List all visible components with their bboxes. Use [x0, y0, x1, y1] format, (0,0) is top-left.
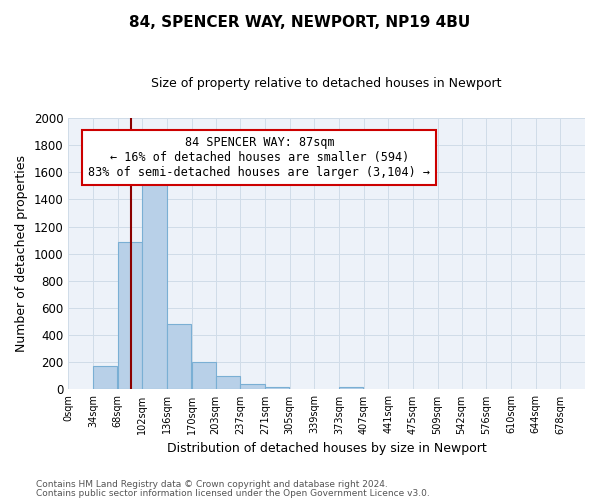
- X-axis label: Distribution of detached houses by size in Newport: Distribution of detached houses by size …: [167, 442, 487, 455]
- Bar: [118, 242, 142, 390]
- Title: Size of property relative to detached houses in Newport: Size of property relative to detached ho…: [151, 78, 502, 90]
- Bar: [142, 168, 167, 390]
- Bar: [339, 388, 364, 390]
- Text: Contains public sector information licensed under the Open Government Licence v3: Contains public sector information licen…: [36, 488, 430, 498]
- Bar: [192, 362, 216, 390]
- Bar: [167, 324, 191, 390]
- Bar: [241, 384, 265, 390]
- Text: Contains HM Land Registry data © Crown copyright and database right 2024.: Contains HM Land Registry data © Crown c…: [36, 480, 388, 489]
- Bar: [216, 376, 240, 390]
- Text: 84 SPENCER WAY: 87sqm
← 16% of detached houses are smaller (594)
83% of semi-det: 84 SPENCER WAY: 87sqm ← 16% of detached …: [88, 136, 430, 178]
- Bar: [93, 366, 118, 390]
- Bar: [265, 386, 289, 390]
- Y-axis label: Number of detached properties: Number of detached properties: [15, 155, 28, 352]
- Text: 84, SPENCER WAY, NEWPORT, NP19 4BU: 84, SPENCER WAY, NEWPORT, NP19 4BU: [130, 15, 470, 30]
